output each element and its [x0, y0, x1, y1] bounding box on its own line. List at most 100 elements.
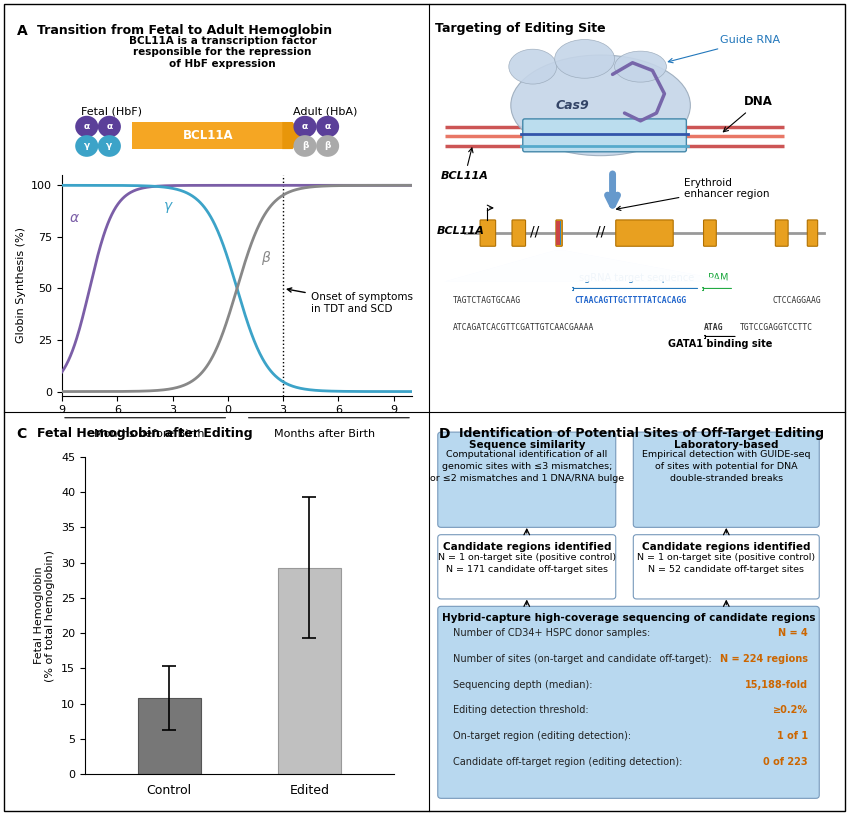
Text: //: //	[530, 224, 539, 238]
Text: Sequence similarity: Sequence similarity	[469, 440, 585, 450]
Text: Number of sites (on-target and candidate off-target):: Number of sites (on-target and candidate…	[453, 654, 711, 663]
Circle shape	[294, 116, 317, 138]
Text: PAM: PAM	[708, 274, 728, 284]
Text: Transition from Fetal to Adult Hemoglobin: Transition from Fetal to Adult Hemoglobi…	[37, 24, 333, 37]
Ellipse shape	[511, 55, 690, 156]
Y-axis label: Fetal Hemoglobin
(% of total hemoglobin): Fetal Hemoglobin (% of total hemoglobin)	[34, 549, 55, 681]
Text: $\gamma$: $\gamma$	[163, 200, 174, 215]
Text: 0 of 223: 0 of 223	[763, 757, 808, 768]
FancyBboxPatch shape	[438, 432, 616, 527]
Text: α: α	[106, 122, 113, 131]
Ellipse shape	[509, 49, 557, 84]
Text: //: //	[596, 224, 605, 238]
Text: BCL11A: BCL11A	[437, 226, 485, 236]
Text: Months after Birth: Months after Birth	[274, 429, 375, 438]
Text: γ: γ	[84, 142, 90, 151]
Bar	[278, 567, 341, 774]
Circle shape	[76, 135, 98, 156]
Polygon shape	[445, 250, 732, 281]
Circle shape	[316, 135, 339, 156]
Text: Adult (HbA): Adult (HbA)	[294, 107, 357, 117]
Text: BCL11A is a transcription factor
responsible for the repression
of HbF expressio: BCL11A is a transcription factor respons…	[128, 36, 317, 68]
Text: α: α	[302, 122, 308, 131]
Text: Candidate regions identified: Candidate regions identified	[642, 543, 811, 553]
FancyBboxPatch shape	[433, 420, 832, 807]
Text: BCL11A: BCL11A	[183, 129, 233, 142]
FancyBboxPatch shape	[132, 122, 289, 148]
Text: β: β	[301, 142, 308, 151]
Text: ≥0.2%: ≥0.2%	[773, 706, 808, 716]
Text: BCL11A: BCL11A	[441, 148, 489, 181]
Ellipse shape	[615, 51, 666, 82]
Text: Fetal (HbF): Fetal (HbF)	[81, 107, 142, 117]
FancyBboxPatch shape	[438, 606, 819, 799]
Bar	[138, 698, 200, 774]
FancyBboxPatch shape	[523, 119, 686, 152]
Text: sgRNA target sequence: sgRNA target sequence	[579, 274, 694, 284]
Y-axis label: Globin Synthesis (%): Globin Synthesis (%)	[16, 227, 25, 343]
Text: Guide RNA: Guide RNA	[668, 35, 780, 63]
Text: Sequencing depth (median):: Sequencing depth (median):	[453, 680, 593, 689]
Ellipse shape	[554, 39, 615, 78]
Text: Empirical detection with GUIDE-seq
of sites with potential for DNA
double-strand: Empirical detection with GUIDE-seq of si…	[642, 450, 811, 483]
Circle shape	[98, 116, 121, 138]
Text: $\beta$: $\beta$	[261, 249, 272, 267]
Text: ATAG: ATAG	[705, 324, 724, 333]
Text: ||: ||	[0, 814, 1, 815]
Text: Months before Birth: Months before Birth	[94, 429, 205, 438]
Text: Candidate off-target region (editing detection):: Candidate off-target region (editing det…	[453, 757, 683, 768]
Text: Onset of symptoms
in TDT and SCD: Onset of symptoms in TDT and SCD	[287, 288, 413, 314]
Text: C: C	[17, 427, 27, 442]
Text: N = 1 on-target site (positive control)
N = 52 candidate off-target sites: N = 1 on-target site (positive control) …	[638, 553, 815, 574]
FancyBboxPatch shape	[807, 220, 818, 246]
Text: TAGTCTAGTGCAAG: TAGTCTAGTGCAAG	[453, 297, 521, 306]
Bar	[556, 221, 559, 245]
Text: DNA: DNA	[723, 95, 773, 132]
Circle shape	[76, 116, 98, 138]
Text: 1 of 1: 1 of 1	[777, 731, 808, 742]
Text: CTCCAGGAAG: CTCCAGGAAG	[773, 297, 821, 306]
Text: GATA1 binding site: GATA1 binding site	[668, 339, 773, 350]
Text: Identification of Potential Sites of Off-Target Editing: Identification of Potential Sites of Off…	[459, 427, 824, 440]
Text: On-target region (editing detection):: On-target region (editing detection):	[453, 731, 631, 742]
Text: Number of CD34+ HSPC donor samples:: Number of CD34+ HSPC donor samples:	[453, 628, 650, 637]
Text: γ: γ	[106, 142, 112, 151]
FancyBboxPatch shape	[775, 220, 788, 246]
Text: α: α	[324, 122, 331, 131]
Text: CTAACAGTTGCTTTTATCACAGG: CTAACAGTTGCTTTTATCACAGG	[575, 297, 687, 306]
FancyBboxPatch shape	[704, 220, 717, 246]
Bar	[559, 221, 561, 245]
FancyBboxPatch shape	[616, 220, 673, 246]
FancyBboxPatch shape	[480, 220, 496, 246]
Text: TGTCCGAGGTCCTTC: TGTCCGAGGTCCTTC	[739, 324, 812, 333]
Text: α: α	[83, 122, 90, 131]
Text: D: D	[439, 427, 451, 441]
Text: Erythroid
enhancer region: Erythroid enhancer region	[616, 178, 770, 210]
Text: ATCAGATCACGTTCGATTGTCAACGAAAA: ATCAGATCACGTTCGATTGTCAACGAAAA	[453, 324, 594, 333]
Text: β: β	[324, 142, 331, 151]
Text: Fetal Hemoglobin after Editing: Fetal Hemoglobin after Editing	[37, 427, 253, 440]
Text: Cas9: Cas9	[556, 99, 589, 112]
Text: Editing detection threshold:: Editing detection threshold:	[453, 706, 588, 716]
Text: 15,188-fold: 15,188-fold	[745, 680, 808, 689]
Text: A: A	[17, 24, 27, 38]
Text: N = 1 on-target site (positive control)
N = 171 candidate off-target sites: N = 1 on-target site (positive control) …	[438, 553, 616, 574]
Text: $\alpha$: $\alpha$	[70, 211, 81, 226]
Circle shape	[98, 135, 121, 156]
FancyBboxPatch shape	[556, 220, 562, 246]
Polygon shape	[445, 250, 732, 281]
Circle shape	[294, 135, 317, 156]
FancyBboxPatch shape	[512, 220, 526, 246]
FancyArrow shape	[283, 122, 303, 149]
Text: Hybrid-capture high-coverage sequencing of candidate regions: Hybrid-capture high-coverage sequencing …	[441, 613, 815, 623]
Text: N = 224 regions: N = 224 regions	[720, 654, 808, 663]
FancyBboxPatch shape	[633, 535, 819, 599]
Circle shape	[316, 116, 339, 138]
Text: Computational identification of all
genomic sites with ≤3 mismatches;
or ≤2 mism: Computational identification of all geno…	[430, 450, 624, 483]
Text: N = 4: N = 4	[779, 628, 808, 637]
Text: Candidate regions identified: Candidate regions identified	[442, 543, 611, 553]
Text: Targeting of Editing Site: Targeting of Editing Site	[436, 22, 606, 35]
FancyBboxPatch shape	[633, 432, 819, 527]
FancyBboxPatch shape	[438, 535, 616, 599]
Text: Laboratory-based: Laboratory-based	[674, 440, 779, 450]
